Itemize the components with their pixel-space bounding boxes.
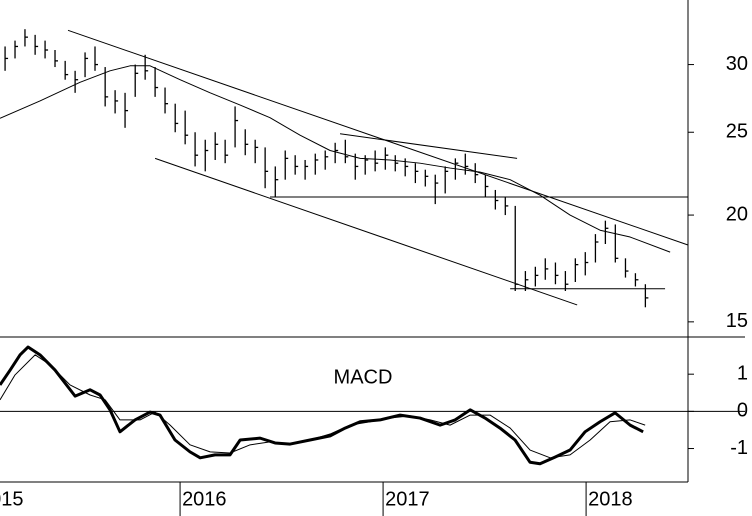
y-tick-label: -1 — [730, 437, 748, 459]
x-tick-label: 2016 — [182, 488, 227, 510]
x-tick-label: 2017 — [385, 488, 430, 510]
y-tick-label: 25 — [726, 121, 748, 143]
y-tick-label: 0 — [737, 400, 748, 422]
trend-line — [67, 29, 689, 246]
moving-average — [0, 65, 671, 253]
y-tick-label: 1 — [737, 362, 748, 384]
macd-line — [0, 354, 646, 459]
x-tick-label: 2015 — [0, 488, 24, 510]
trend-line — [154, 157, 578, 306]
macd-title: MACD — [334, 366, 393, 388]
trend-line — [339, 133, 518, 159]
macd-line — [0, 345, 644, 466]
y-tick-label: 20 — [726, 203, 748, 225]
y-tick-label: 15 — [726, 310, 748, 332]
x-tick-label: 2018 — [588, 488, 633, 510]
y-tick-label: 30 — [726, 53, 748, 75]
